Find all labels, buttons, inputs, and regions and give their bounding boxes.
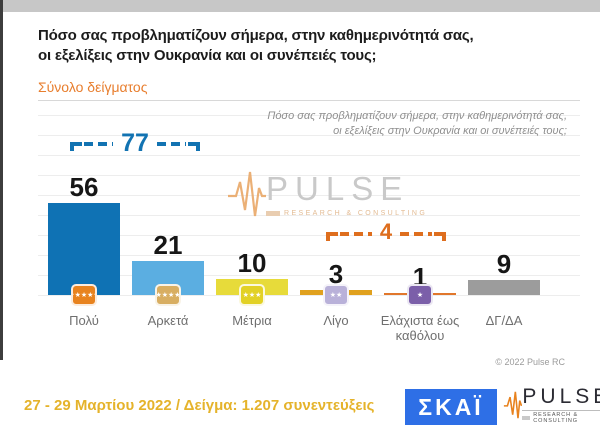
bar-value-label: 3 xyxy=(328,259,344,289)
skai-logo: ΣΚΑΪ xyxy=(405,389,497,425)
page-title-line1: Πόσο σας προβληματίζουν σήμερα, στην καθ… xyxy=(38,27,474,44)
chart-column-2: 21 ★★★★ Αρκετά xyxy=(126,112,210,328)
chart-column-6: 9 ΔΓ/ΔΑ xyxy=(462,112,546,328)
pulse-waveform-icon xyxy=(503,391,523,419)
gridline xyxy=(38,175,580,176)
copyright-note: © 2022 Pulse RC xyxy=(495,357,565,367)
annotation-bracket-4: 4 xyxy=(326,220,446,250)
page-title-line2: οι εξελίξεις στην Ουκρανία και οι συνέπε… xyxy=(38,47,377,64)
stars-rating-icon: ★★★ xyxy=(239,284,265,306)
gridline xyxy=(38,155,580,156)
annotation-value-4: 4 xyxy=(379,219,393,244)
gridline xyxy=(38,295,580,296)
stars-rating-icon: ★★★★ xyxy=(155,284,181,306)
bracket-corner-icon xyxy=(326,232,338,241)
bar-category-label: Ελάχιστα έως καθόλου xyxy=(380,313,460,343)
gridline xyxy=(38,275,580,276)
watermark-word: PULSE xyxy=(266,169,410,207)
question-note: Πόσο σας προβληματίζουν σήμερα, στην καθ… xyxy=(267,109,567,139)
pulse-logo: PULSE RESEARCH & CONSULTING xyxy=(503,386,600,424)
annotation-bracket-77: 77 xyxy=(70,130,200,160)
sample-subtitle: Σύνολο δείγματος xyxy=(38,79,148,95)
gridline xyxy=(38,215,580,216)
stars-rating-icon: ★★ xyxy=(323,284,349,306)
gridline xyxy=(38,235,580,236)
bracket-corner-icon xyxy=(70,142,82,151)
bar-category-label: Λίγο xyxy=(323,313,349,328)
pulse-logo-text: PULSE xyxy=(522,385,600,408)
chart-column-5: 1 ★ Ελάχιστα έως καθόλου xyxy=(378,112,462,343)
fieldwork-note: 27 - 29 Μαρτίου 2022 / Δείγμα: 1.207 συν… xyxy=(24,397,375,414)
annotation-value-77: 77 xyxy=(121,129,149,157)
bar-value-label: 21 xyxy=(153,230,183,260)
stars-rating-icon: ★★★★★ xyxy=(71,284,97,306)
stars-rating-icon: ★ xyxy=(407,284,433,306)
bracket-corner-icon xyxy=(434,232,446,241)
pulse-logo-subtext: RESEARCH & CONSULTING xyxy=(533,412,579,424)
question-note-line1: Πόσο σας προβληματίζουν σήμερα, στην καθ… xyxy=(267,110,567,122)
skai-logo-text: ΣΚΑΪ xyxy=(418,393,484,420)
pulse-watermark: PULSE RESEARCH & CONSULTING xyxy=(226,166,427,222)
bar-value-label: 1 xyxy=(412,262,428,292)
chart-column-3: 10 ★★★ Μέτρια xyxy=(210,112,294,328)
page-title: Πόσο σας προβληματίζουν σήμερα, στην καθ… xyxy=(38,26,474,66)
watermark-subtext: RESEARCH & CONSULTING xyxy=(284,209,428,217)
bar-value-label: 56 xyxy=(69,172,99,202)
watermark-accent-block xyxy=(266,210,280,216)
bar-category-label: Πολύ xyxy=(69,313,99,328)
pulse-logo-accent-block xyxy=(522,416,531,420)
chart-column-1: 56 ★★★★★ Πολύ xyxy=(42,112,126,328)
bar-category-label: Μέτρια xyxy=(232,313,272,328)
bar-value-label: 9 xyxy=(496,249,512,279)
bar xyxy=(48,203,120,295)
pulse-waveform-icon xyxy=(228,171,266,217)
question-note-line2: οι εξελίξεις στην Ουκρανία και οι συνέπε… xyxy=(333,125,567,137)
chart-column-4: 3 ★★ Λίγο xyxy=(294,112,378,328)
gridline xyxy=(38,195,580,196)
slide-left-border xyxy=(0,0,3,360)
gridline xyxy=(38,115,580,116)
bar xyxy=(468,280,540,295)
bracket-corner-icon xyxy=(188,142,200,151)
bar-category-label: Αρκετά xyxy=(147,313,189,328)
header-divider xyxy=(38,100,580,101)
bar-category-label: ΔΓ/ΔΑ xyxy=(485,313,523,328)
bar-value-label: 10 xyxy=(237,248,267,278)
gridline xyxy=(38,135,580,136)
bar-chart: 77 4 56★★★★★Πολύ21★★★★Αρκετά10★★★Μέτρια3… xyxy=(42,112,546,343)
window-top-strip xyxy=(0,0,600,12)
gridline xyxy=(38,255,580,256)
